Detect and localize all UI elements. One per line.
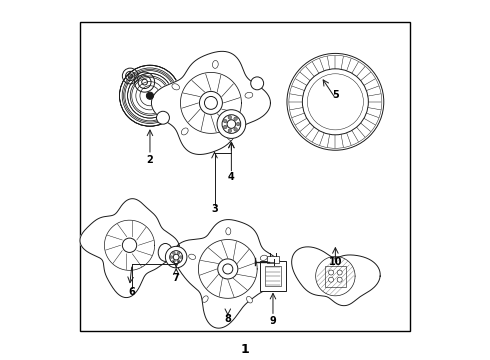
Circle shape [217, 110, 245, 138]
Ellipse shape [189, 254, 196, 260]
Circle shape [223, 125, 227, 129]
Circle shape [329, 277, 334, 282]
Circle shape [223, 119, 227, 123]
Ellipse shape [227, 133, 233, 140]
Ellipse shape [202, 296, 208, 302]
Polygon shape [151, 51, 270, 154]
Circle shape [179, 256, 182, 258]
FancyBboxPatch shape [324, 266, 346, 287]
Ellipse shape [226, 228, 231, 235]
Circle shape [204, 96, 218, 109]
Ellipse shape [260, 255, 267, 260]
Polygon shape [174, 220, 284, 328]
Ellipse shape [158, 243, 172, 261]
Circle shape [337, 277, 342, 282]
Circle shape [228, 129, 232, 132]
Circle shape [236, 122, 240, 126]
Circle shape [234, 117, 238, 121]
Circle shape [251, 77, 264, 90]
Polygon shape [80, 199, 179, 298]
Text: 3: 3 [211, 204, 218, 215]
Circle shape [156, 111, 170, 124]
Ellipse shape [213, 60, 218, 68]
Circle shape [172, 252, 175, 255]
Circle shape [329, 270, 334, 275]
Circle shape [228, 116, 232, 119]
Circle shape [199, 91, 222, 114]
Circle shape [122, 238, 137, 252]
Polygon shape [292, 247, 380, 306]
Text: 5: 5 [332, 90, 339, 100]
Text: 2: 2 [147, 154, 153, 165]
Circle shape [223, 264, 233, 274]
Ellipse shape [246, 296, 252, 303]
Text: 7: 7 [173, 273, 179, 283]
Circle shape [170, 256, 173, 258]
Circle shape [337, 270, 342, 275]
Text: 4: 4 [228, 172, 235, 183]
Circle shape [172, 260, 175, 262]
Text: 9: 9 [270, 316, 276, 326]
Circle shape [177, 260, 180, 262]
Text: 6: 6 [129, 287, 135, 297]
Ellipse shape [172, 84, 179, 90]
Ellipse shape [245, 92, 253, 98]
Circle shape [287, 53, 384, 150]
Circle shape [302, 69, 368, 135]
Circle shape [166, 246, 187, 268]
Circle shape [120, 65, 180, 126]
Circle shape [177, 252, 180, 255]
FancyBboxPatch shape [267, 256, 279, 263]
FancyBboxPatch shape [265, 266, 281, 286]
Bar [80, 22, 410, 330]
Circle shape [307, 74, 364, 130]
Text: 8: 8 [224, 314, 231, 324]
Ellipse shape [181, 128, 188, 135]
Text: 10: 10 [329, 257, 342, 267]
Circle shape [234, 127, 238, 131]
Circle shape [128, 74, 132, 78]
FancyBboxPatch shape [260, 261, 286, 291]
Circle shape [147, 92, 153, 99]
Text: 1: 1 [241, 343, 249, 356]
Circle shape [218, 259, 238, 279]
